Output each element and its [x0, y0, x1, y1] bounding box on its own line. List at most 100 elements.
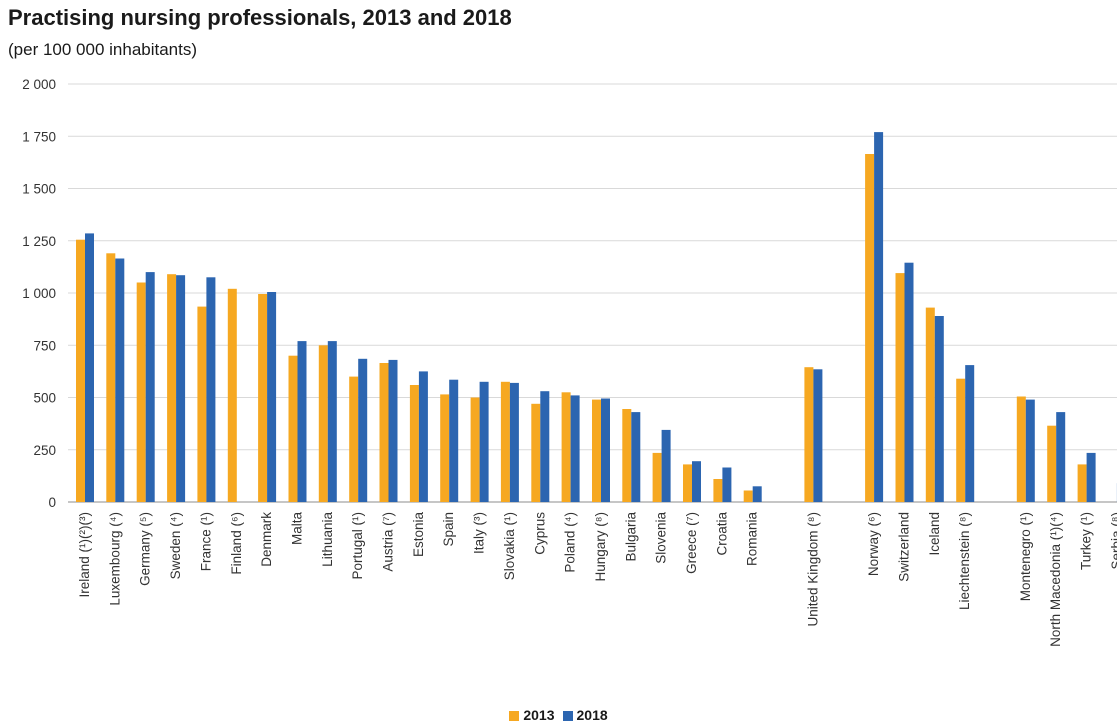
bar-2013 [713, 479, 723, 502]
bar-2018 [661, 429, 671, 502]
bar-2018 [358, 358, 368, 502]
legend-item-2013: 2013 [509, 707, 555, 723]
bar-2018 [267, 292, 277, 502]
bar-2018 [297, 341, 307, 502]
bar-2018 [1025, 399, 1035, 502]
bar-2013 [440, 394, 450, 502]
bar-2013 [106, 253, 116, 502]
x-tick-label: Greece (⁷) [684, 512, 699, 574]
y-tick-label: 1 500 [22, 182, 56, 197]
bar-2013 [167, 274, 177, 502]
x-tick-label: Malta [290, 512, 305, 546]
bar-2018 [327, 341, 337, 502]
bar-chart: 0 250 500 750 1 000 1 250 1 500 1 750 2 000 Irel… [22, 77, 1117, 647]
y-tick-label: 1 000 [22, 286, 56, 301]
chart-subtitle: (per 100 000 inhabitants) [8, 40, 198, 59]
x-tick-label: Finland (⁶) [229, 512, 244, 575]
bar-2018 [115, 258, 125, 502]
bar-2013 [683, 464, 692, 502]
x-axis-labels: Ireland (¹)(²)(³) Luxembourg (⁴) Germany (… [77, 512, 1117, 647]
x-tick-label: Hungary (⁸) [593, 512, 608, 581]
bars [76, 132, 1117, 503]
legend-label: 2018 [576, 707, 608, 723]
bar-2013 [349, 376, 359, 502]
bar-2018 [752, 486, 762, 502]
x-tick-label: Bulgaria [623, 512, 638, 562]
bar-2013 [409, 385, 419, 502]
bar-2013 [76, 239, 85, 502]
x-tick-label: Romania [745, 512, 760, 567]
legend: 2013 2018 [0, 707, 1117, 723]
bar-2013 [622, 409, 632, 502]
x-tick-label: North Macedonia (¹)(⁴) [1048, 512, 1063, 647]
bar-2018 [965, 365, 975, 502]
bar-2013 [956, 378, 966, 502]
x-tick-label: Portugal (¹) [350, 512, 365, 580]
chart-title: Practising nursing professionals, 2013 a… [8, 5, 512, 30]
x-tick-label: Croatia [714, 512, 729, 556]
x-tick-label: Poland (⁴) [563, 512, 578, 573]
legend-item-2018: 2018 [562, 707, 608, 723]
bar-2018 [1056, 412, 1066, 502]
bar-2013 [500, 381, 510, 502]
y-tick-label: 500 [33, 391, 56, 406]
bar-2013 [288, 355, 298, 502]
bar-2013 [743, 490, 753, 502]
x-tick-label: Italy (³) [472, 512, 487, 554]
legend-label: 2013 [523, 707, 555, 723]
bar-2013 [592, 399, 601, 502]
x-tick-label: Norway (⁶) [866, 512, 881, 576]
x-tick-label: Iceland [927, 512, 942, 556]
x-tick-label: Slovakia (¹) [502, 512, 517, 580]
bar-2018 [813, 369, 823, 502]
x-tick-label: Denmark [259, 512, 274, 567]
x-tick-label: Germany (⁵) [138, 512, 153, 586]
bar-2013 [1016, 396, 1026, 502]
bar-2013 [1077, 464, 1087, 502]
bar-2018 [479, 381, 489, 502]
x-tick-label: France (¹) [198, 512, 213, 571]
bar-2018 [601, 398, 610, 502]
y-tick-label: 250 [33, 443, 56, 458]
y-tick-label: 2 000 [22, 77, 56, 92]
legend-swatch [509, 711, 520, 721]
bar-2018 [1086, 452, 1096, 502]
x-tick-label: Luxembourg (⁴) [107, 512, 122, 606]
x-tick-label: Montenegro (¹) [1018, 512, 1033, 601]
x-tick-label: Austria (⁷) [381, 512, 396, 572]
bar-2018 [388, 359, 398, 502]
bar-2013 [561, 392, 571, 502]
bar-2018 [145, 272, 155, 502]
x-tick-label: Liechtenstein (⁸) [957, 512, 972, 610]
bar-2013 [652, 452, 662, 502]
bar-2018 [85, 233, 94, 502]
bar-2018 [722, 467, 732, 502]
bar-2018 [934, 316, 944, 502]
bar-2013 [531, 403, 541, 502]
bar-2018 [176, 275, 186, 502]
x-tick-label: United Kingdom (⁸) [805, 512, 820, 627]
bar-2018 [540, 391, 550, 502]
bar-2013 [925, 307, 935, 502]
x-tick-label: Slovenia [654, 512, 669, 564]
y-tick-label: 750 [33, 338, 56, 353]
x-tick-label: Spain [441, 512, 456, 547]
legend-swatch [562, 711, 573, 721]
bar-2013 [258, 294, 268, 502]
bar-2013 [227, 288, 237, 502]
bar-2013 [804, 367, 814, 502]
bar-2013 [865, 154, 875, 502]
bar-2013 [136, 282, 146, 502]
x-tick-label: Lithuania [320, 512, 335, 567]
bar-2018 [418, 371, 428, 502]
y-axis-ticks: 0 250 500 750 1 000 1 250 1 500 1 750 2 000 [22, 77, 56, 510]
x-tick-label: Estonia [411, 512, 426, 558]
bar-2013 [470, 397, 480, 502]
x-tick-label: Turkey (¹) [1079, 512, 1094, 570]
bar-2018 [692, 461, 701, 502]
bar-2018 [874, 132, 884, 502]
x-tick-label: Ireland (¹)(²)(³) [77, 512, 92, 598]
bar-2018 [904, 262, 914, 502]
bar-2018 [449, 379, 459, 502]
x-tick-label: Sweden (⁴) [168, 512, 183, 579]
